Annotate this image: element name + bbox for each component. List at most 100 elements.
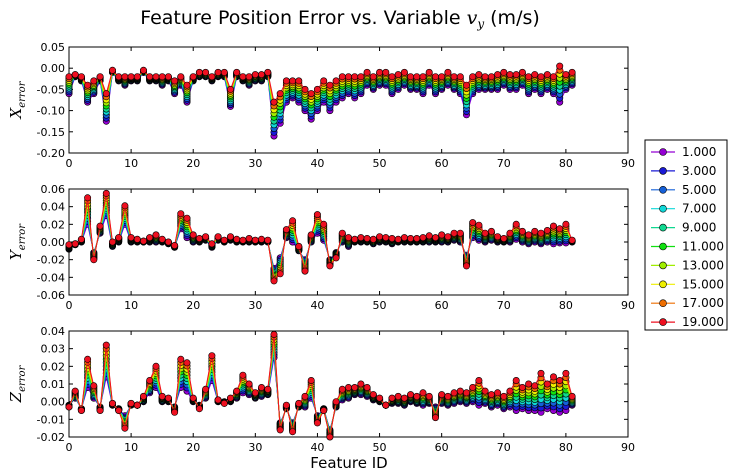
data-point: [475, 376, 483, 384]
x-tick-label: 10: [124, 157, 138, 170]
data-point: [382, 401, 390, 409]
data-point: [307, 90, 315, 98]
data-point: [239, 73, 247, 81]
data-point: [537, 229, 545, 237]
data-point: [133, 235, 141, 243]
data-point: [376, 233, 384, 241]
legend: 1.000 3.000 5.000 7.000 9.000 11.000 13.000 15.…: [644, 139, 728, 331]
data-point: [518, 227, 526, 235]
data-point: [475, 71, 483, 79]
y-tick-label: -0.20: [37, 147, 65, 160]
x-tick-label: 80: [559, 299, 573, 312]
data-point: [121, 202, 129, 210]
y-tick-label: 0.02: [41, 218, 66, 231]
data-point: [257, 71, 265, 79]
data-point: [549, 73, 557, 81]
data-point: [531, 227, 539, 235]
data-point: [413, 73, 421, 81]
data-point: [313, 85, 321, 93]
data-point: [295, 399, 303, 407]
y-axis-label: Yerror: [7, 223, 28, 260]
data-point: [282, 401, 290, 409]
y-tick-label: -0.04: [37, 271, 65, 284]
data-point: [245, 380, 253, 388]
data-point: [407, 235, 415, 243]
data-point: [77, 406, 85, 414]
x-tick-label: 20: [186, 441, 200, 454]
data-point: [438, 391, 446, 399]
data-point: [65, 241, 73, 249]
data-point: [65, 73, 73, 81]
data-point: [77, 73, 85, 81]
data-point: [543, 71, 551, 79]
data-point: [425, 68, 433, 76]
data-point: [481, 73, 489, 81]
legend-entry: 1.000: [651, 145, 716, 159]
data-point: [96, 222, 104, 230]
data-point: [556, 376, 564, 384]
data-point: [183, 214, 191, 222]
data-point: [376, 394, 384, 402]
legend-entry: 19.000: [651, 315, 724, 329]
data-point: [90, 382, 98, 390]
data-point: [270, 330, 278, 338]
data-point: [531, 382, 539, 390]
data-point: [407, 73, 415, 81]
data-point: [146, 376, 154, 384]
data-point: [394, 235, 402, 243]
data-point: [494, 389, 502, 397]
y-tick-label: -0.06: [37, 289, 65, 302]
data-point: [177, 73, 185, 81]
y-tick-label: 0.00: [41, 236, 66, 249]
data-point: [320, 77, 328, 85]
legend-frame: [644, 139, 728, 331]
y-tick-label: 0.05: [41, 41, 66, 54]
data-point: [295, 242, 303, 250]
data-point: [450, 73, 458, 81]
x-tick-label: 70: [497, 299, 511, 312]
legend-entry: 5.000: [651, 183, 716, 197]
legend-label: 7.000: [682, 202, 716, 216]
data-point: [357, 73, 365, 81]
data-point: [326, 433, 334, 441]
data-point: [556, 225, 564, 233]
data-point: [320, 220, 328, 228]
data-point: [233, 68, 241, 76]
data-point: [369, 73, 377, 81]
data-point: [239, 236, 247, 244]
data-point: [376, 68, 384, 76]
data-point: [208, 73, 216, 81]
legend-label: 11.000: [682, 240, 724, 254]
data-point: [400, 394, 408, 402]
legend-label: 9.000: [682, 221, 716, 235]
subplot-1: 0 10 20 30 40 50 60 70 80 90 0.05 0.00 -0.05 -0.10 -0.…: [7, 41, 635, 170]
data-point: [282, 77, 290, 85]
y-tick-label: -0.01: [37, 413, 65, 426]
data-point: [220, 399, 228, 407]
data-point: [245, 73, 253, 81]
data-point: [208, 240, 216, 248]
data-point: [450, 229, 458, 237]
legend-marker: [659, 242, 667, 251]
x-tick-label: 20: [186, 157, 200, 170]
data-point: [382, 234, 390, 242]
y-tick-label: -0.02: [37, 431, 65, 444]
legend-marker: [659, 223, 667, 232]
data-point: [84, 355, 92, 363]
legend-marker: [659, 148, 667, 156]
data-point: [121, 424, 129, 432]
data-point: [344, 383, 352, 391]
data-point: [525, 380, 533, 388]
x-tick-label: 50: [373, 299, 387, 312]
data-point: [363, 68, 371, 76]
data-point: [164, 238, 172, 246]
data-point: [183, 359, 191, 367]
data-point: [115, 73, 123, 81]
data-point: [227, 233, 235, 241]
x-tick-label: 10: [124, 299, 138, 312]
x-tick-label: 60: [435, 441, 449, 454]
data-point: [562, 369, 570, 377]
data-point: [313, 211, 321, 219]
data-point: [301, 267, 309, 275]
data-point: [164, 73, 172, 81]
